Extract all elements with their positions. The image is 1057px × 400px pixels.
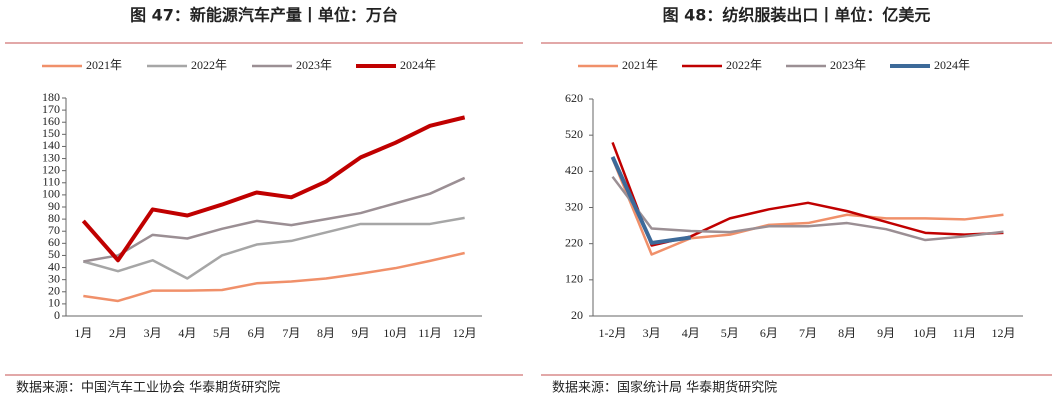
y-tick-label: 420 — [565, 163, 583, 177]
y-tick-label: 520 — [565, 127, 583, 141]
x-tick-label: 2月 — [109, 326, 127, 340]
y-tick-label: 160 — [42, 114, 60, 128]
x-tick-label: 7月 — [282, 326, 300, 340]
legend-label: 2021年 — [622, 58, 658, 72]
y-tick-label: 70 — [48, 223, 60, 237]
x-tick-label: 6月 — [248, 326, 266, 340]
x-tick-label: 8月 — [838, 326, 856, 340]
x-tick-label: 3月 — [144, 326, 162, 340]
y-tick-label: 320 — [565, 199, 583, 213]
legend-label: 2021年 — [86, 58, 122, 72]
y-tick-label: 620 — [565, 91, 583, 105]
y-tick-label: 100 — [42, 187, 60, 201]
y-tick-label: 40 — [48, 259, 60, 273]
x-tick-label: 5月 — [721, 326, 739, 340]
x-tick-label: 4月 — [178, 326, 196, 340]
chart-title: 图 48：纺织服装出口丨单位：亿美元 — [663, 6, 931, 25]
y-tick-label: 20 — [571, 308, 583, 322]
y-tick-label: 0 — [54, 308, 60, 322]
x-tick-label: 9月 — [877, 326, 895, 340]
x-tick-label: 5月 — [213, 326, 231, 340]
x-tick-label: 10月 — [913, 326, 937, 340]
y-tick-label: 120 — [565, 272, 583, 286]
series-line — [81, 115, 466, 263]
legend-label: 2024年 — [400, 58, 436, 72]
y-tick-label: 120 — [42, 162, 60, 176]
series-line — [611, 158, 1004, 256]
x-tick-label: 12月 — [991, 326, 1015, 340]
x-tick-label: 9月 — [352, 326, 370, 340]
x-tick-label: 1-2月 — [599, 326, 627, 340]
series-line — [83, 251, 465, 303]
x-tick-label: 1月 — [74, 326, 92, 340]
x-tick-label: 3月 — [643, 326, 661, 340]
y-tick-label: 180 — [42, 90, 60, 104]
y-tick-label: 170 — [42, 102, 60, 116]
x-tick-label: 12月 — [453, 326, 477, 340]
series-line — [83, 176, 466, 263]
source: 数据来源：中国汽车工业协会 华泰期货研究院 — [16, 380, 280, 396]
y-tick-label: 150 — [42, 126, 60, 140]
legend-label: 2023年 — [296, 58, 332, 72]
y-tick-label: 110 — [42, 175, 60, 189]
x-tick-label: 6月 — [760, 326, 778, 340]
y-tick-label: 30 — [48, 271, 60, 285]
legend-label: 2022年 — [726, 58, 762, 72]
source: 数据来源：国家统计局 华泰期货研究院 — [552, 380, 777, 396]
y-tick-label: 60 — [48, 235, 60, 249]
x-tick-label: 10月 — [383, 326, 407, 340]
y-tick-label: 90 — [48, 199, 60, 213]
series-line — [610, 156, 692, 245]
series-line — [611, 176, 1004, 242]
y-tick-label: 80 — [48, 211, 60, 225]
y-tick-label: 130 — [42, 150, 60, 164]
y-tick-label: 50 — [48, 247, 60, 261]
x-tick-label: 8月 — [317, 326, 335, 340]
x-tick-label: 11月 — [953, 326, 977, 340]
y-tick-label: 20 — [48, 284, 60, 298]
legend-label: 2023年 — [830, 58, 866, 72]
y-tick-label: 140 — [42, 138, 60, 152]
x-tick-label: 7月 — [799, 326, 817, 340]
chart-title: 图 47：新能源汽车产量丨单位：万台 — [130, 6, 398, 25]
series-line — [82, 216, 465, 280]
x-tick-label: 4月 — [682, 326, 700, 340]
legend-label: 2022年 — [191, 58, 227, 72]
x-tick-label: 11月 — [418, 326, 442, 340]
legend-label: 2024年 — [934, 58, 970, 72]
y-tick-label: 220 — [565, 235, 583, 249]
y-tick-label: 10 — [48, 296, 60, 310]
